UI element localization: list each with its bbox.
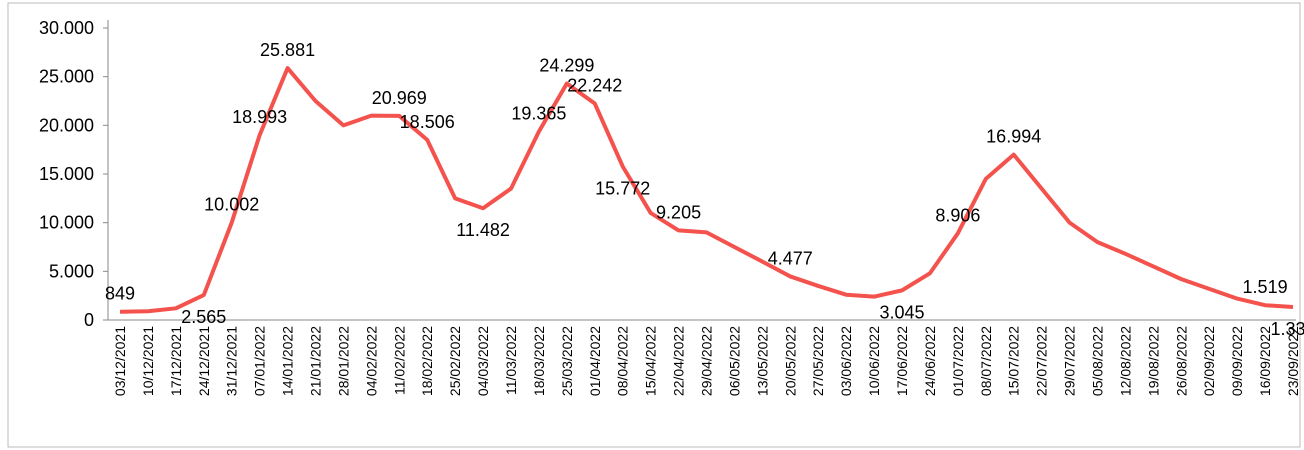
y-tick-label: 15.000	[39, 164, 94, 184]
x-tick-label: 17/06/2022	[894, 326, 910, 396]
x-tick-label: 01/07/2022	[950, 326, 966, 396]
x-tick-label: 11/03/2022	[503, 326, 519, 395]
x-tick-label: 07/01/2022	[252, 326, 268, 396]
data-label: 15.772	[595, 178, 650, 198]
data-label: 1.519	[1243, 277, 1288, 297]
data-label: 25.881	[260, 40, 315, 60]
data-label: 20.969	[372, 88, 427, 108]
x-tick-label: 09/09/2022	[1229, 326, 1245, 396]
x-tick-label: 14/01/2022	[280, 326, 296, 396]
x-tick-label: 13/05/2022	[754, 326, 770, 396]
x-tick-label: 02/09/2022	[1201, 326, 1217, 396]
x-tick-label: 12/08/2022	[1117, 326, 1133, 396]
x-tick-label: 24/06/2022	[922, 326, 938, 396]
x-tick-label: 31/12/2021	[224, 326, 240, 396]
data-label: 19.365	[511, 104, 566, 124]
data-label: 11.482	[456, 220, 510, 240]
x-tick-label: 08/07/2022	[978, 326, 994, 396]
y-tick-label: 0	[84, 310, 94, 330]
data-label: 22.242	[567, 76, 622, 96]
x-tick-label: 03/12/2021	[112, 326, 128, 396]
x-tick-label: 23/09/2022	[1285, 326, 1301, 396]
data-label: 9.205	[656, 202, 701, 222]
x-tick-label: 27/05/2022	[810, 326, 826, 396]
y-tick-label: 20.000	[39, 115, 94, 135]
x-tick-label: 19/08/2022	[1145, 326, 1161, 396]
x-tick-label: 05/08/2022	[1090, 326, 1106, 396]
y-tick-label: 10.000	[39, 213, 94, 233]
data-label: 8.906	[935, 205, 980, 225]
x-tick-label: 06/05/2022	[726, 326, 742, 396]
x-tick-label: 22/07/2022	[1034, 326, 1050, 396]
x-tick-label: 25/03/2022	[559, 326, 575, 396]
x-tick-label: 10/12/2021	[140, 326, 156, 396]
x-tick-label: 21/01/2022	[308, 326, 324, 396]
x-tick-label: 01/04/2022	[587, 326, 603, 396]
data-label: 18.506	[400, 112, 455, 132]
x-tick-label: 11/02/2022	[391, 326, 407, 395]
x-tick-label: 15/04/2022	[643, 326, 659, 396]
data-label: 2.565	[181, 307, 226, 327]
x-tick-label: 04/03/2022	[475, 326, 491, 396]
x-tick-label: 10/06/2022	[866, 326, 882, 396]
x-tick-label: 18/02/2022	[419, 326, 435, 396]
data-label: 3.045	[879, 302, 924, 322]
data-line	[119, 66, 1294, 314]
x-tick-label: 03/06/2022	[838, 326, 854, 396]
x-tick-label: 20/05/2022	[782, 326, 798, 396]
x-tick-label: 15/07/2022	[1006, 326, 1022, 396]
data-label: 1.335	[1270, 319, 1304, 339]
data-label: 4.477	[768, 248, 813, 268]
x-tick-label: 26/08/2022	[1173, 326, 1189, 396]
data-label: 10.002	[204, 195, 259, 215]
x-tick-label: 17/12/2021	[168, 326, 184, 396]
x-tick-label: 25/02/2022	[447, 326, 463, 396]
x-tick-label: 29/04/2022	[699, 326, 715, 396]
x-tick-label: 16/09/2022	[1257, 326, 1273, 396]
x-tick-label: 24/12/2021	[196, 326, 212, 396]
data-label: 849	[105, 284, 135, 304]
data-label: 16.994	[986, 127, 1041, 147]
x-tick-label: 29/07/2022	[1062, 326, 1078, 396]
y-tick-label: 25.000	[39, 67, 94, 87]
x-tick-label: 04/02/2022	[363, 326, 379, 396]
chart-border	[7, 2, 1301, 448]
x-tick-label: 08/04/2022	[615, 326, 631, 396]
y-tick-label: 5.000	[49, 261, 94, 281]
y-tick-label: 30.000	[39, 18, 94, 38]
data-label: 24.299	[539, 55, 594, 75]
x-tick-label: 22/04/2022	[671, 326, 687, 396]
data-label: 18.993	[232, 107, 287, 127]
x-tick-label: 18/03/2022	[531, 326, 547, 396]
x-tick-label: 28/01/2022	[335, 326, 351, 396]
